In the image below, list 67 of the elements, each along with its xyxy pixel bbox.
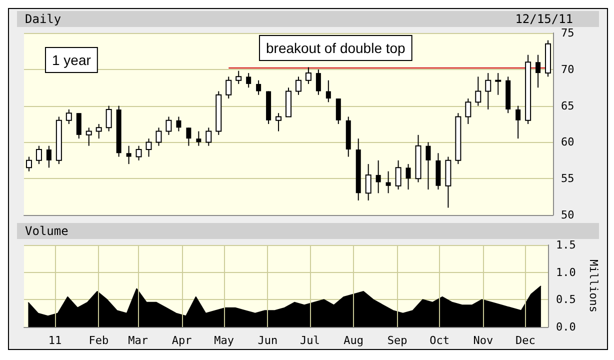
candlestick <box>176 116 182 132</box>
candlestick <box>295 76 302 96</box>
candlestick <box>316 68 321 96</box>
x-tick-label: Apr <box>172 334 192 347</box>
candlestick <box>46 145 52 168</box>
x-tick-label: Aug <box>344 334 364 347</box>
candlestick <box>186 127 192 146</box>
x-tick-label: Jul <box>300 334 320 347</box>
x-tick-label: Sep <box>387 334 408 347</box>
y-tick-label: 50 <box>561 208 574 222</box>
y-tick-label: 55 <box>561 172 574 186</box>
candlestick <box>96 124 102 140</box>
candlestick <box>136 145 142 161</box>
candlestick <box>395 160 402 190</box>
x-tick-label: Mar <box>128 334 148 347</box>
candlestick <box>246 72 252 88</box>
x-tick-label: Feb <box>88 334 109 347</box>
y-tick-label: 70 <box>561 62 574 76</box>
candlestick <box>326 80 331 103</box>
y-axis-title: Millions <box>587 260 600 312</box>
chart-title: Daily <box>25 12 62 26</box>
candlestick <box>36 145 42 165</box>
y-tick-label: 0.0 <box>556 320 576 334</box>
candlestick <box>236 70 242 84</box>
candlestick <box>516 105 521 140</box>
candlestick <box>196 130 202 146</box>
candlestick <box>426 142 431 190</box>
x-tick-label: May <box>214 334 234 347</box>
annotation: 1 year <box>52 52 92 68</box>
candlestick <box>406 164 411 190</box>
x-tick-label: 11 <box>48 334 62 347</box>
candlestick <box>146 138 152 158</box>
candlestick <box>276 112 282 132</box>
y-tick-label: 65 <box>561 99 574 112</box>
candlestick <box>66 108 72 124</box>
candlestick <box>166 116 172 136</box>
candlestick <box>256 80 262 96</box>
candlestick <box>536 54 541 88</box>
candlestick <box>386 170 391 194</box>
candlestick <box>336 98 341 124</box>
candlestick <box>465 98 472 124</box>
y-tick-label: 75 <box>561 26 574 40</box>
y-tick-label: 1.0 <box>556 266 576 279</box>
candlestick <box>365 164 372 201</box>
candlestick <box>126 145 132 165</box>
annotation: breakout of double top <box>266 40 406 56</box>
text: 12/15/11 <box>515 12 573 26</box>
candlestick <box>26 156 32 172</box>
candlestick <box>106 105 112 132</box>
candlestick <box>485 72 492 110</box>
y-tick-label: 1.5 <box>556 238 576 252</box>
candlestick <box>376 160 381 194</box>
x-tick-label: Nov <box>473 334 494 347</box>
candlestick <box>156 127 162 146</box>
y-tick-label: 60 <box>561 136 574 149</box>
candlestick <box>305 66 312 84</box>
candlestick <box>475 76 482 106</box>
candlestick <box>206 127 212 146</box>
x-tick-label: Oct <box>430 334 450 347</box>
chart-title: Volume <box>25 224 68 238</box>
candlestick <box>86 127 92 146</box>
candlestick <box>495 72 502 96</box>
candlestick <box>76 112 82 140</box>
x-tick-label: Dec <box>516 334 536 347</box>
candlestick <box>226 76 232 100</box>
y-tick-label: 0.5 <box>556 293 576 306</box>
x-tick-label: Jun <box>258 334 278 347</box>
